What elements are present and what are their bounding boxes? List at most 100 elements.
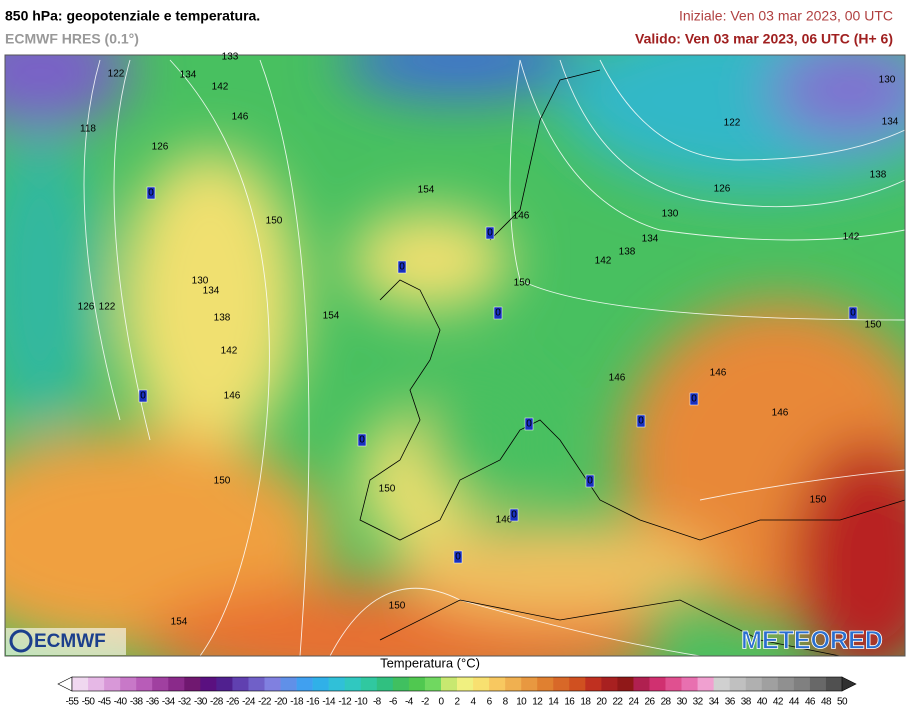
colorbar-tick-label: 14 <box>548 697 559 708</box>
contour-label: 150 <box>214 476 231 487</box>
colorbar-bin <box>360 677 378 691</box>
colorbar-tick-label: 50 <box>837 697 848 708</box>
colorbar-bin <box>424 677 442 691</box>
contour-label: 0 <box>638 416 644 427</box>
contour-label: 150 <box>266 216 283 227</box>
contour-label: 130 <box>192 276 209 287</box>
contour-label: 146 <box>609 373 626 384</box>
colorbar-tick-label: 30 <box>677 697 688 708</box>
colorbar-bin <box>232 677 249 691</box>
colorbar-bin <box>521 677 538 691</box>
colorbar-bin <box>248 677 265 691</box>
colorbar-tick-label: -34 <box>162 697 176 708</box>
contour-label: 138 <box>214 313 231 324</box>
map-frame <box>4 54 906 657</box>
zero-label-box <box>485 226 495 240</box>
zero-label-box <box>138 389 148 403</box>
colorbar-tick-label: -22 <box>258 697 272 708</box>
contour-label: 138 <box>619 247 636 258</box>
contour-label: 134 <box>180 70 197 81</box>
contour-label: 130 <box>879 75 896 86</box>
colorbar-bin <box>793 677 811 691</box>
contour-label: 150 <box>514 278 531 289</box>
colorbar-tick-label: 18 <box>580 697 591 708</box>
colorbar-tick-label: 48 <box>821 697 832 708</box>
colorbar-over <box>841 676 857 692</box>
colorbar-tick-label: 34 <box>709 697 720 708</box>
zero-label-box <box>524 417 534 431</box>
colorbar-tick-label: 46 <box>805 697 816 708</box>
valid-time: Valido: Ven 03 mar 2023, 06 UTC (H+ 6) <box>635 31 893 47</box>
colorbar-bin <box>729 677 747 691</box>
colorbar-bin <box>569 677 586 691</box>
colorbar-bin <box>120 677 137 691</box>
ecmwf-logo: ECMWF <box>6 628 126 655</box>
colorbar-bin <box>489 677 506 691</box>
contour-label: 0 <box>148 188 154 199</box>
contour-label: 142 <box>212 82 229 93</box>
zero-label-box <box>509 508 519 522</box>
contour-label: 154 <box>418 185 435 196</box>
init-time: Iniziale: Ven 03 mar 2023, 00 UTC <box>679 8 893 24</box>
colorbar-bin <box>184 677 201 691</box>
contour-label: 150 <box>379 484 396 495</box>
model: ECMWF HRES (0.1°) <box>5 31 139 47</box>
contour-label: 126 <box>152 142 169 153</box>
contour-label: 133 <box>222 52 239 63</box>
colorbar-tick-label: 10 <box>516 697 527 708</box>
contour-label: 122 <box>99 302 116 313</box>
colorbar-tick-label: 24 <box>628 697 639 708</box>
colorbar-tick-label: -40 <box>114 697 128 708</box>
colorbar-bin <box>104 677 121 691</box>
colorbar-tick-label: -20 <box>274 697 288 708</box>
colorbar-bin <box>681 677 698 691</box>
colorbar-tick-label: 16 <box>564 697 575 708</box>
colorbar-tick-label: 8 <box>503 697 509 708</box>
colorbar-tick-label: -4 <box>405 697 414 708</box>
colorbar-tick-label: -55 <box>66 697 80 708</box>
contour-label: 0 <box>359 435 365 446</box>
colorbar-tick-label: 22 <box>612 697 623 708</box>
contour-label: 146 <box>513 211 530 222</box>
colorbar-tick-label: 4 <box>471 697 477 708</box>
contour-label: 154 <box>323 311 340 322</box>
colorbar-bin <box>505 677 522 691</box>
colorbar-bin <box>649 677 666 691</box>
colorbar-bin <box>745 677 763 691</box>
colorbar-bin <box>312 677 329 691</box>
contour-label: 126 <box>714 184 731 195</box>
colorbar-tick-label: 42 <box>773 697 784 708</box>
contour-label: 142 <box>221 346 238 357</box>
colorbar-tick-label: -6 <box>389 697 398 708</box>
colorbar-bin <box>825 677 843 691</box>
colorbar-bin <box>408 677 426 691</box>
colorbar-tick-label: 28 <box>661 697 672 708</box>
colorbar-tick-label: -12 <box>338 697 352 708</box>
colorbar-bin <box>665 677 682 691</box>
colorbar-tick-label: -26 <box>226 697 240 708</box>
colorbar-bin <box>617 677 634 691</box>
colorbar-tick-label: -30 <box>194 697 208 708</box>
map <box>5 55 905 656</box>
colorbar-tick-label: -18 <box>290 697 304 708</box>
contour-label: 146 <box>710 368 727 379</box>
contour-label: 150 <box>389 601 406 612</box>
contour-label: 0 <box>850 308 856 319</box>
colorbar-tick-label: -45 <box>98 697 112 708</box>
colorbar-bin <box>537 677 554 691</box>
zero-label-box <box>848 306 858 320</box>
contour-label: 0 <box>526 419 532 430</box>
contour-label: 118 <box>80 124 96 135</box>
ecmwf-text: ECMWF <box>34 631 106 652</box>
colorbar-bin <box>457 677 474 691</box>
colorbar-tick-label: 40 <box>757 697 768 708</box>
contour-label: 122 <box>724 118 741 129</box>
contour-label: 0 <box>511 510 517 521</box>
contour-label: 126 <box>78 302 95 313</box>
colorbar-bin <box>633 677 650 691</box>
colorbar-tick-label: 2 <box>455 697 461 708</box>
zero-label-box <box>453 550 463 564</box>
contour-label: 142 <box>843 232 860 243</box>
